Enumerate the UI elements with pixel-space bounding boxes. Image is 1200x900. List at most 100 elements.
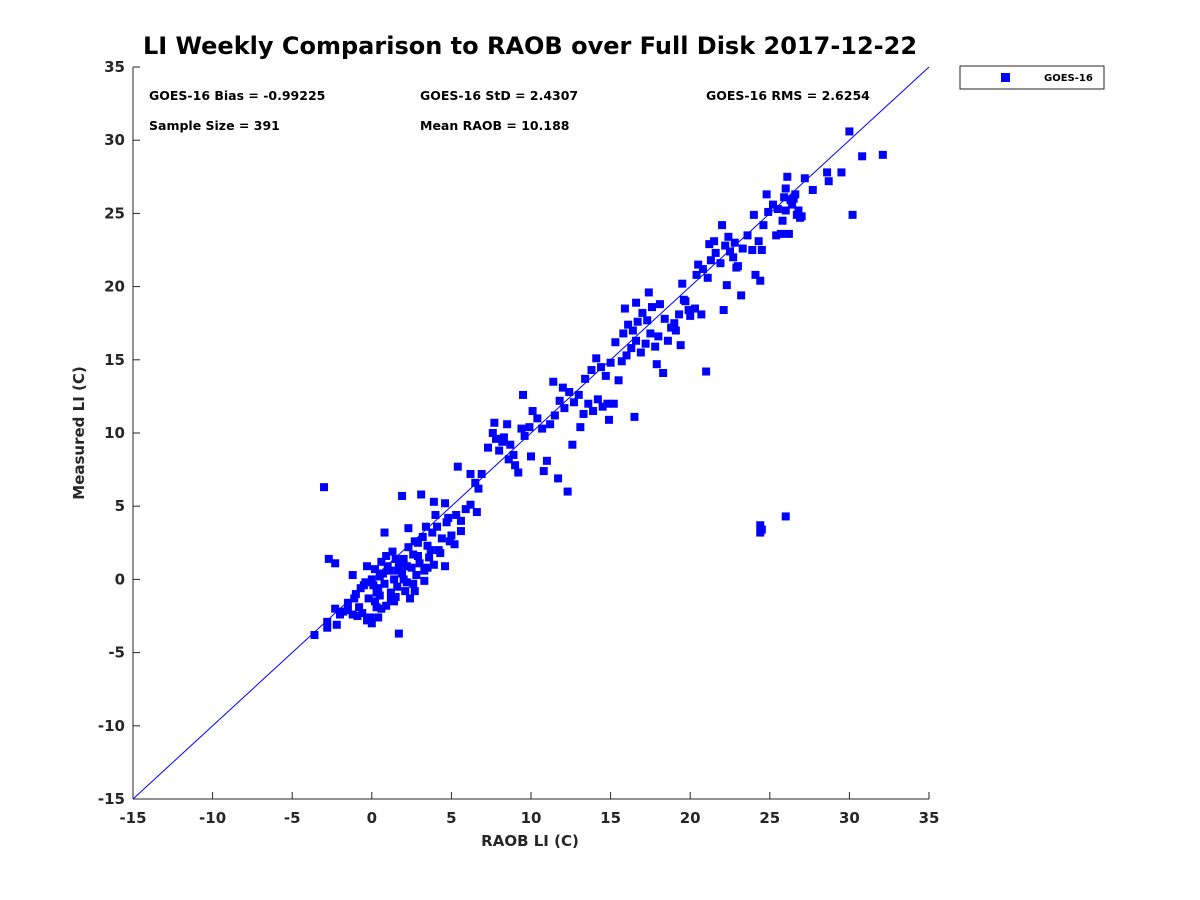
data-point <box>690 304 699 313</box>
data-point <box>797 212 806 221</box>
stat-std: GOES-16 StD = 2.4307 <box>420 88 578 103</box>
data-point <box>388 547 397 556</box>
data-point <box>398 569 407 578</box>
stat-rms: GOES-16 RMS = 2.6254 <box>706 88 870 103</box>
data-point <box>584 399 593 408</box>
legend: GOES-16 <box>959 65 1105 90</box>
data-point <box>751 270 760 279</box>
data-point <box>550 411 559 420</box>
data-point <box>563 487 572 496</box>
data-point <box>574 390 583 399</box>
data-point <box>393 566 402 575</box>
x-tick-label: 35 <box>919 809 940 827</box>
data-point <box>491 434 500 443</box>
data-point <box>348 571 357 580</box>
data-point <box>343 598 352 607</box>
data-point <box>651 342 660 351</box>
data-point <box>399 575 408 584</box>
data-point <box>382 551 391 560</box>
data-point <box>433 522 442 531</box>
data-point <box>756 276 765 285</box>
data-point <box>418 532 427 541</box>
data-point <box>456 516 465 525</box>
y-tick-label: 15 <box>104 351 125 369</box>
data-point <box>710 237 719 246</box>
data-point <box>320 483 329 492</box>
data-point <box>606 358 615 367</box>
data-point <box>533 414 542 423</box>
data-point <box>343 606 352 615</box>
data-point <box>654 332 663 341</box>
data-point <box>783 172 792 181</box>
data-point <box>367 575 376 584</box>
data-point <box>589 407 598 416</box>
x-tick-label: 10 <box>521 809 542 827</box>
data-point <box>791 190 800 199</box>
data-point <box>421 522 430 531</box>
data-point <box>374 613 383 622</box>
data-point <box>702 367 711 376</box>
data-point <box>667 323 676 332</box>
data-point <box>401 587 410 596</box>
data-point <box>490 418 499 427</box>
stats-annotations: GOES-16 Bias = -0.99225 GOES-16 StD = 2.… <box>149 88 870 133</box>
data-point <box>565 388 574 397</box>
data-point <box>764 207 773 216</box>
data-point <box>423 563 432 572</box>
data-point <box>331 559 340 568</box>
data-point <box>737 291 746 300</box>
data-point <box>509 450 518 459</box>
y-tick-label: -10 <box>98 717 125 735</box>
data-point <box>348 610 357 619</box>
data-point <box>652 360 661 369</box>
data-point <box>441 499 450 508</box>
data-point <box>369 581 378 590</box>
y-tick-label: -15 <box>98 790 125 808</box>
data-point <box>655 300 664 309</box>
data-point <box>409 579 418 588</box>
data-point <box>539 467 548 476</box>
data-point <box>756 521 765 530</box>
data-point <box>619 329 628 338</box>
y-tick-label: 10 <box>104 424 125 442</box>
data-point <box>660 314 669 323</box>
data-point <box>466 469 475 478</box>
data-point <box>377 604 386 613</box>
goes-16-series <box>310 127 887 640</box>
data-point <box>630 412 639 421</box>
data-point <box>633 317 642 326</box>
data-point <box>837 168 846 177</box>
data-point <box>488 429 497 437</box>
data-point <box>409 550 418 559</box>
data-point <box>686 311 695 320</box>
data-point <box>390 575 399 584</box>
x-tick-label: 0 <box>367 809 377 827</box>
data-point <box>568 440 577 449</box>
data-point <box>781 512 790 521</box>
data-point <box>646 329 655 338</box>
data-point <box>542 456 551 465</box>
data-point <box>848 210 857 219</box>
data-point <box>697 310 706 319</box>
x-axis: -15 -10 -5 0 5 10 15 20 25 30 35 <box>119 792 939 827</box>
data-point <box>461 505 470 514</box>
data-point <box>495 446 504 455</box>
data-point <box>364 594 373 603</box>
data-point <box>719 306 728 315</box>
data-point <box>692 270 701 279</box>
data-point <box>845 127 854 136</box>
data-point <box>678 279 687 288</box>
data-point <box>453 462 462 471</box>
data-point <box>676 341 685 350</box>
data-point <box>351 590 360 599</box>
x-tick-label: -5 <box>284 809 301 827</box>
data-point <box>638 308 647 317</box>
data-point <box>413 551 422 560</box>
data-point <box>781 184 790 193</box>
data-point <box>757 246 766 254</box>
data-point <box>555 396 564 405</box>
data-point <box>617 357 626 366</box>
data-point <box>684 306 693 315</box>
